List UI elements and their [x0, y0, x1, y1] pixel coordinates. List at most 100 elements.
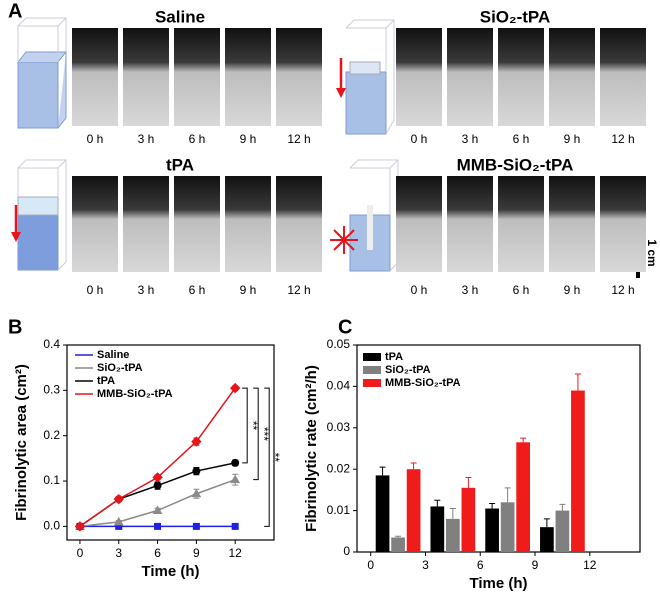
marker: [152, 505, 163, 515]
vial-photo: [498, 28, 544, 126]
legend-swatch: [363, 353, 381, 361]
group-title: SiO₂-tPA: [480, 7, 551, 26]
vial-photo: [447, 176, 493, 272]
panel-label: B: [8, 316, 22, 338]
bar: [446, 518, 460, 552]
legend-label: tPA: [97, 375, 115, 387]
y-tick-label: 0.05: [327, 337, 351, 351]
plot-frame: [66, 344, 275, 541]
error-bar: [434, 499, 441, 507]
y-axis-title: Fibrinolytic rate (cm²/h): [303, 365, 320, 532]
marker: [153, 481, 162, 490]
y-tick-label: 0.01: [327, 503, 351, 517]
y-tick-label: 0: [343, 544, 350, 558]
x-tick-label: 3: [422, 558, 429, 572]
significance-label: **: [268, 453, 282, 463]
group-title: MMB-SiO₂-tPA: [457, 155, 574, 174]
y-tick-label: 0.4: [43, 337, 60, 351]
error-bar: [520, 437, 527, 443]
marker: [154, 522, 162, 530]
marker: [113, 516, 124, 526]
time-label: 0 h: [411, 283, 428, 297]
y-tick-label: 0.3: [43, 383, 60, 397]
time-label: 6 h: [189, 283, 206, 297]
vial-photo: [396, 176, 442, 272]
time-label: 9 h: [564, 132, 581, 146]
y-tick-label: 0.02: [327, 461, 351, 475]
legend-swatch: [363, 366, 381, 374]
error-bar: [504, 487, 511, 503]
significance-bracket: [253, 387, 259, 481]
error-bar: [543, 518, 550, 528]
vial-photo: [549, 176, 595, 272]
x-tick-label: 6: [477, 558, 484, 572]
significance-label: **: [246, 421, 260, 431]
legend-label: SiO₂-tPA: [385, 364, 431, 376]
marker: [229, 382, 241, 394]
marker: [231, 522, 239, 530]
vial-photo: [549, 28, 595, 126]
vial-photo: [600, 28, 646, 126]
y-axis-title: Fibrinolytic area (cm²): [13, 364, 30, 521]
legend-label: Saline: [97, 349, 129, 361]
time-label: 0 h: [87, 283, 104, 297]
legend-label: MMB-SiO₂-tPA: [385, 377, 461, 389]
time-label: 3 h: [462, 132, 479, 146]
time-label: 3 h: [138, 283, 155, 297]
schematic: [11, 17, 399, 272]
time-label: 12 h: [287, 132, 310, 146]
legend-label: MMB-SiO₂-tPA: [97, 388, 173, 400]
vial-photo: [123, 28, 169, 126]
bar: [571, 390, 585, 552]
vial-photo: [72, 28, 118, 126]
group-title: tPA: [166, 155, 194, 174]
bar: [430, 506, 445, 552]
error-bar: [574, 373, 581, 391]
y-tick-label: 0.0: [43, 519, 60, 533]
x-tick-label: 12: [229, 546, 243, 560]
x-tick-label: 6: [154, 546, 161, 560]
time-label: 12 h: [611, 283, 634, 297]
marker: [191, 436, 202, 447]
x-tick-label: 12: [583, 558, 597, 572]
error-bar: [489, 503, 496, 509]
bar: [391, 537, 405, 552]
marker: [74, 521, 86, 532]
marker: [230, 474, 241, 484]
vial-photo: [225, 176, 271, 272]
time-label: 9 h: [240, 283, 257, 297]
bar: [375, 475, 390, 552]
bar: [540, 527, 554, 552]
significance-bracket: [242, 387, 248, 464]
significance-bracket: [264, 387, 270, 527]
y-tick-label: 0.03: [327, 420, 351, 434]
error-bar: [465, 476, 472, 488]
marker: [113, 493, 124, 505]
vial-photo: [174, 176, 220, 272]
time-label: 3 h: [462, 283, 479, 297]
time-label: 6 h: [513, 132, 530, 146]
time-label: 9 h: [240, 132, 257, 146]
time-label: 12 h: [287, 283, 310, 297]
time-label: 6 h: [513, 283, 530, 297]
x-tick-label: 0: [367, 558, 374, 572]
bar: [516, 442, 530, 552]
legend-label: SiO₂-tPA: [97, 362, 143, 374]
bar: [461, 487, 476, 552]
vial-photo: [225, 28, 271, 126]
panel-label: C: [338, 316, 352, 338]
x-tick-label: 3: [115, 546, 122, 560]
vial-photo: [276, 176, 322, 272]
marker: [191, 488, 202, 498]
legend-label: tPA: [385, 351, 403, 363]
vial-photo: [123, 176, 169, 272]
error-bar: [395, 535, 402, 538]
error-bar: [559, 503, 566, 511]
x-tick-label: 9: [193, 546, 200, 560]
time-label: 6 h: [189, 132, 206, 146]
significance-label: ***: [257, 427, 271, 441]
bar: [406, 469, 421, 552]
time-label: 12 h: [611, 132, 634, 146]
error-bar: [379, 466, 386, 476]
error-bar: [410, 462, 417, 470]
